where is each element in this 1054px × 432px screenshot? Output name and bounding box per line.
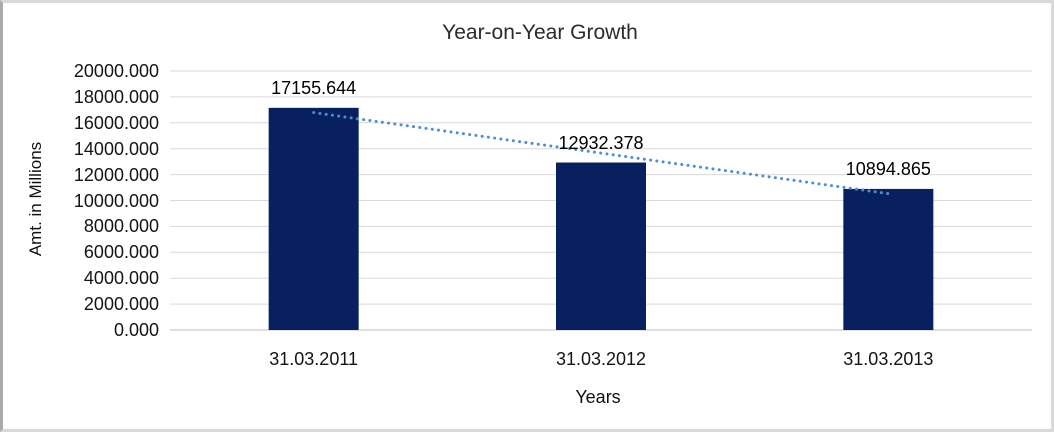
y-tick-label: 12000.000 (73, 164, 159, 185)
trendline (312, 111, 890, 196)
x-axis-title: Years (575, 387, 621, 407)
data-label: 10894.865 (845, 158, 931, 179)
y-tick-label: 10000.000 (73, 190, 159, 211)
y-tick-label: 8000.000 (83, 216, 159, 237)
data-label: 17155.644 (271, 77, 357, 98)
y-tick-label: 14000.000 (73, 138, 159, 159)
chart-title: Year-on-Year Growth (442, 21, 638, 44)
y-tick-label: 16000.000 (73, 112, 159, 133)
bar-31.03.2013 (843, 188, 934, 330)
data-label: 12932.378 (558, 132, 644, 153)
bar-31.03.2011 (268, 107, 359, 330)
y-tick-label: 2000.000 (83, 294, 159, 315)
x-tick-label: 31.03.2011 (269, 349, 359, 369)
y-tick-label: 20000.000 (73, 61, 159, 81)
x-tick-label: 31.03.2012 (555, 349, 647, 369)
y-tick-label: 6000.000 (83, 242, 159, 263)
plot-area (170, 70, 1032, 331)
bar-series (268, 107, 934, 330)
y-tick-label: 0.000 (113, 320, 159, 340)
bar-31.03.2012 (556, 162, 646, 330)
y-tick-label: 4000.000 (83, 268, 159, 289)
x-tick-label: 31.03.2013 (843, 349, 934, 369)
y-tick-label: 18000.000 (73, 86, 159, 107)
